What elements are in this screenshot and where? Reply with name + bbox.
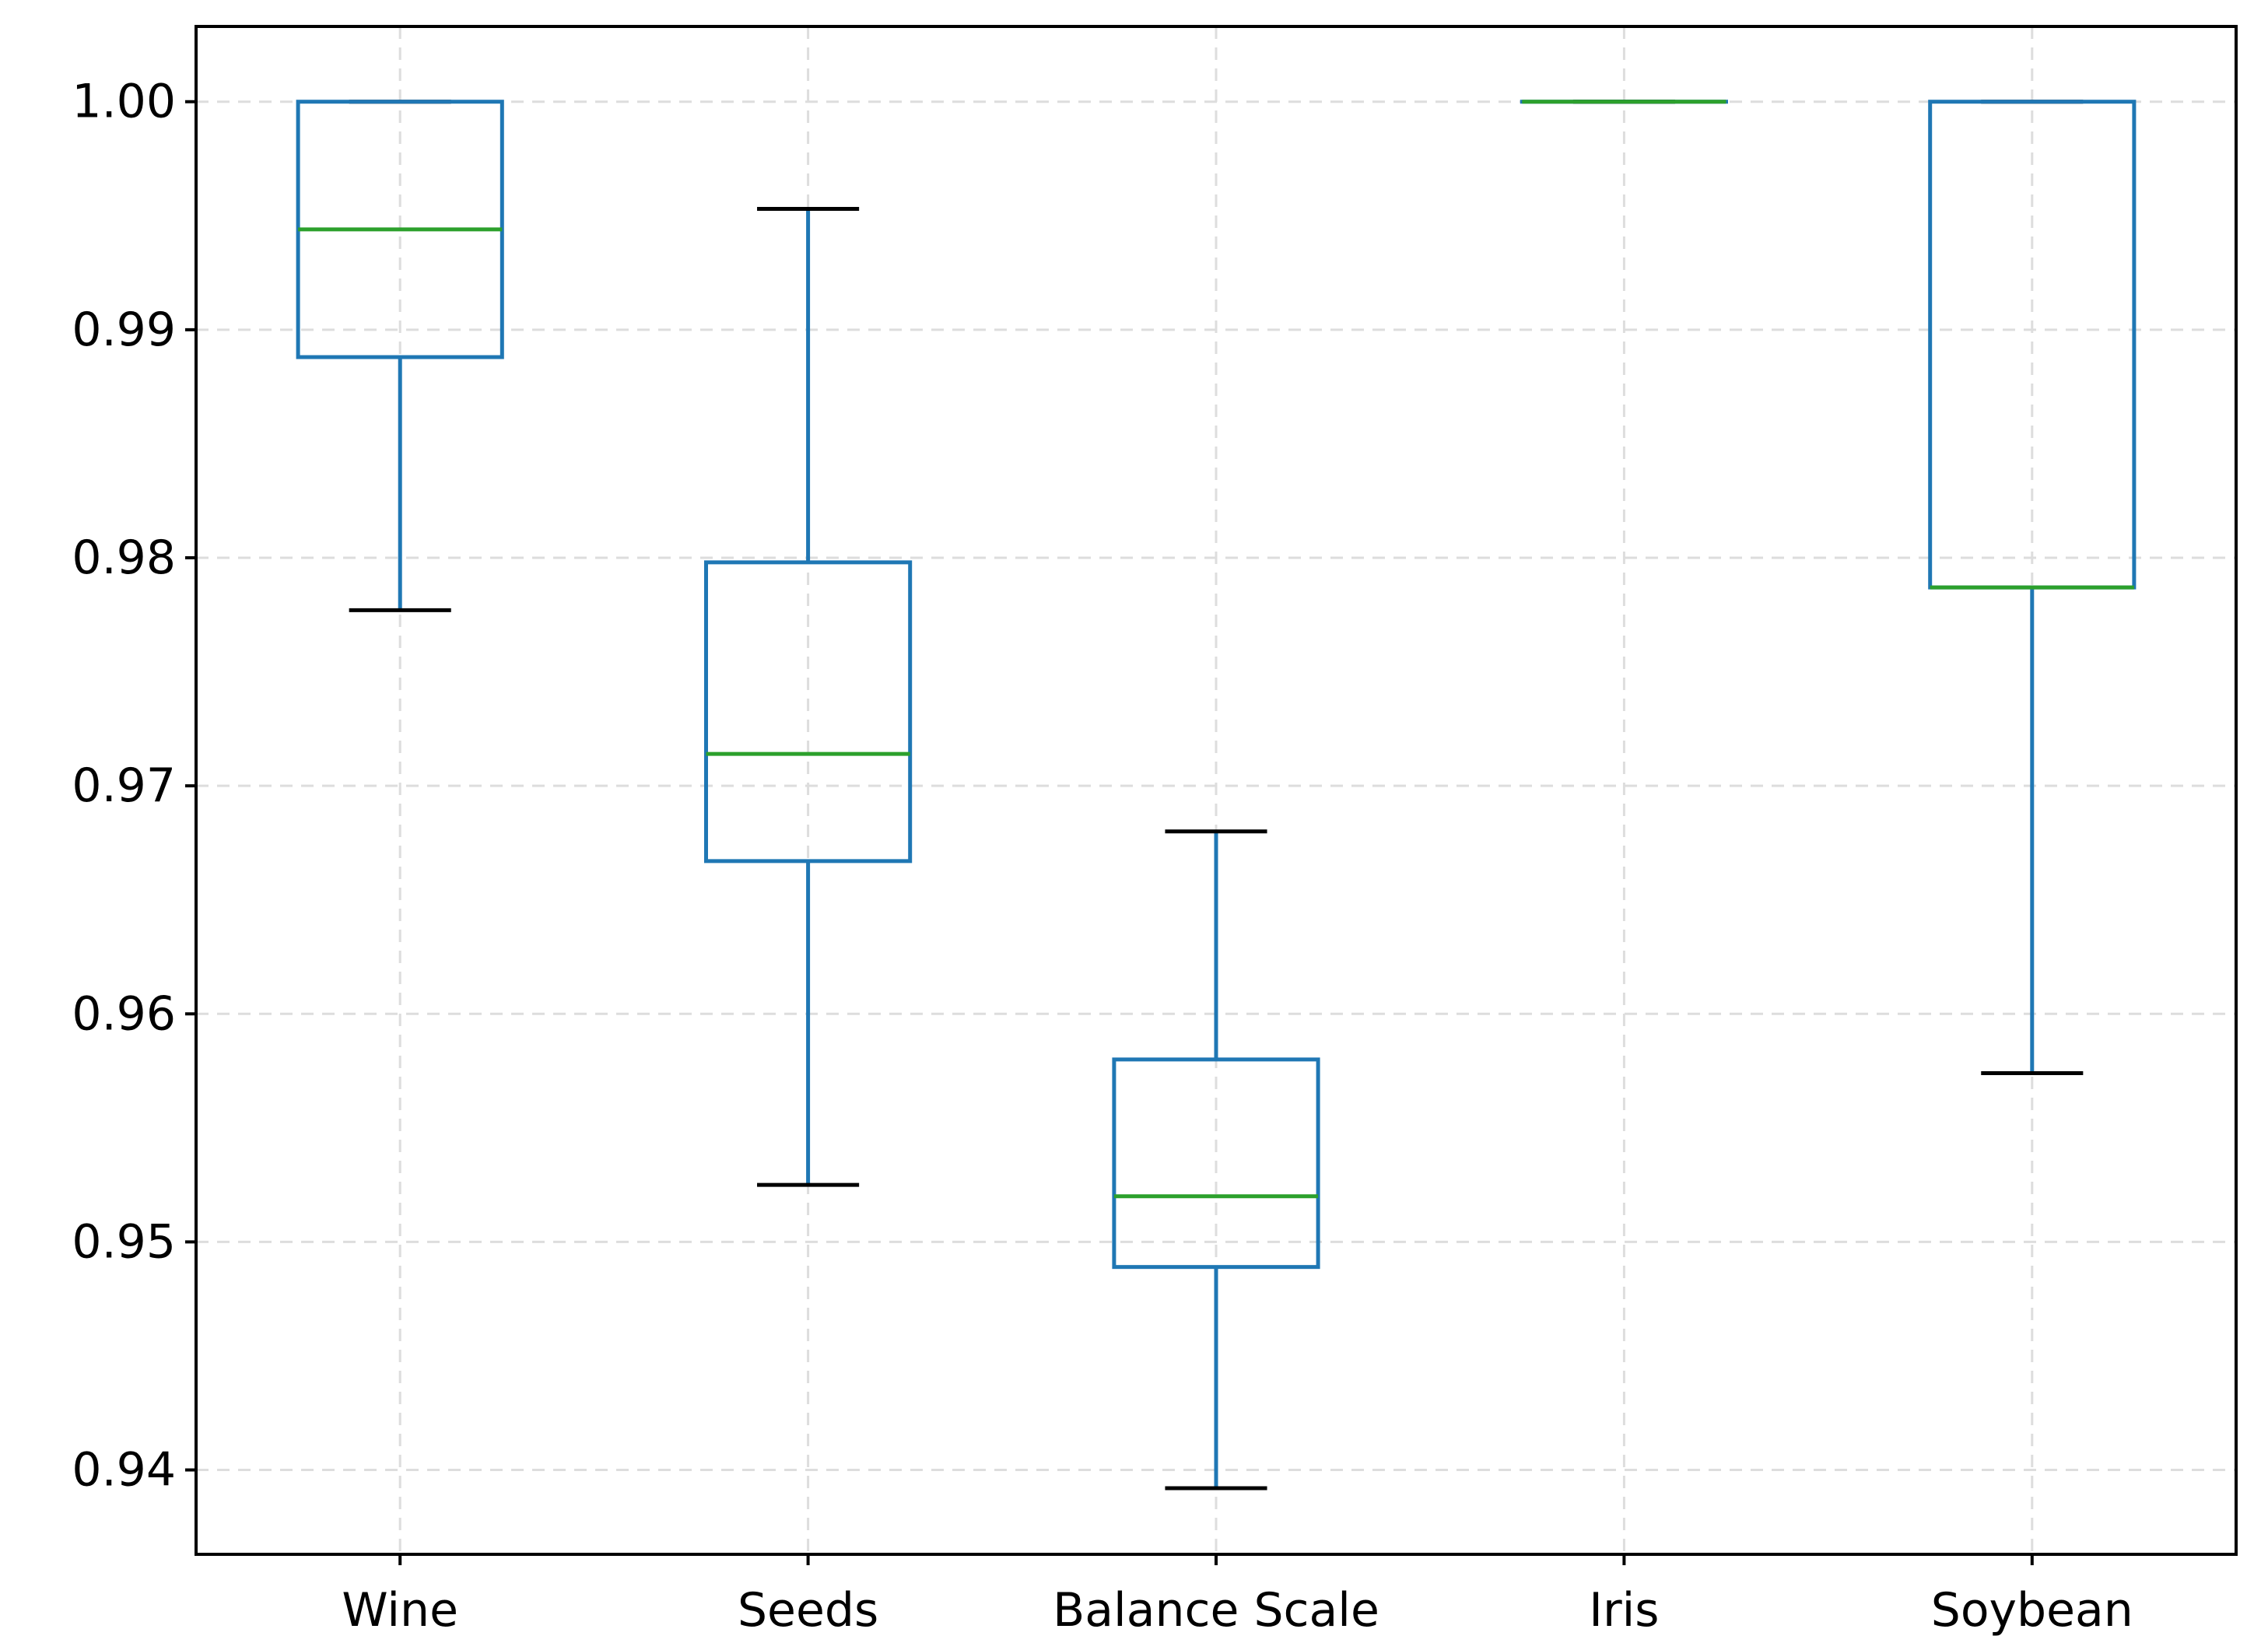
box-body-balance-scale: [1112, 1057, 1320, 1270]
y-tick-label: 0.97: [72, 758, 176, 813]
tick-labels: 0.94 0.95 0.96 0.97 0.98 0.99 1.00 Wine Seeds Bal…: [72, 75, 2133, 1638]
x-tick-label: Balance Scale: [1053, 1583, 1379, 1638]
y-tick-label: 0.98: [72, 531, 176, 585]
x-tick-label: Seeds: [738, 1583, 878, 1638]
y-tick-label: 1.00: [72, 75, 176, 129]
axes: [185, 25, 2238, 1565]
y-tick-label: 0.95: [72, 1214, 176, 1269]
x-tick-label: Wine: [342, 1583, 458, 1638]
box-wine: [296, 100, 504, 612]
box-seeds: [704, 207, 913, 1187]
y-tick-label: 0.96: [72, 986, 176, 1041]
box-balance-scale: [1112, 829, 1320, 1491]
x-tick-label: Soybean: [1931, 1583, 2133, 1638]
x-tick-label: Iris: [1589, 1583, 1659, 1638]
y-tick-label: 0.94: [72, 1443, 176, 1498]
boxes: [296, 100, 2137, 1491]
box-body-seeds: [704, 560, 913, 864]
box-soybean: [1928, 100, 2137, 1075]
y-tick-label: 0.99: [72, 303, 176, 357]
